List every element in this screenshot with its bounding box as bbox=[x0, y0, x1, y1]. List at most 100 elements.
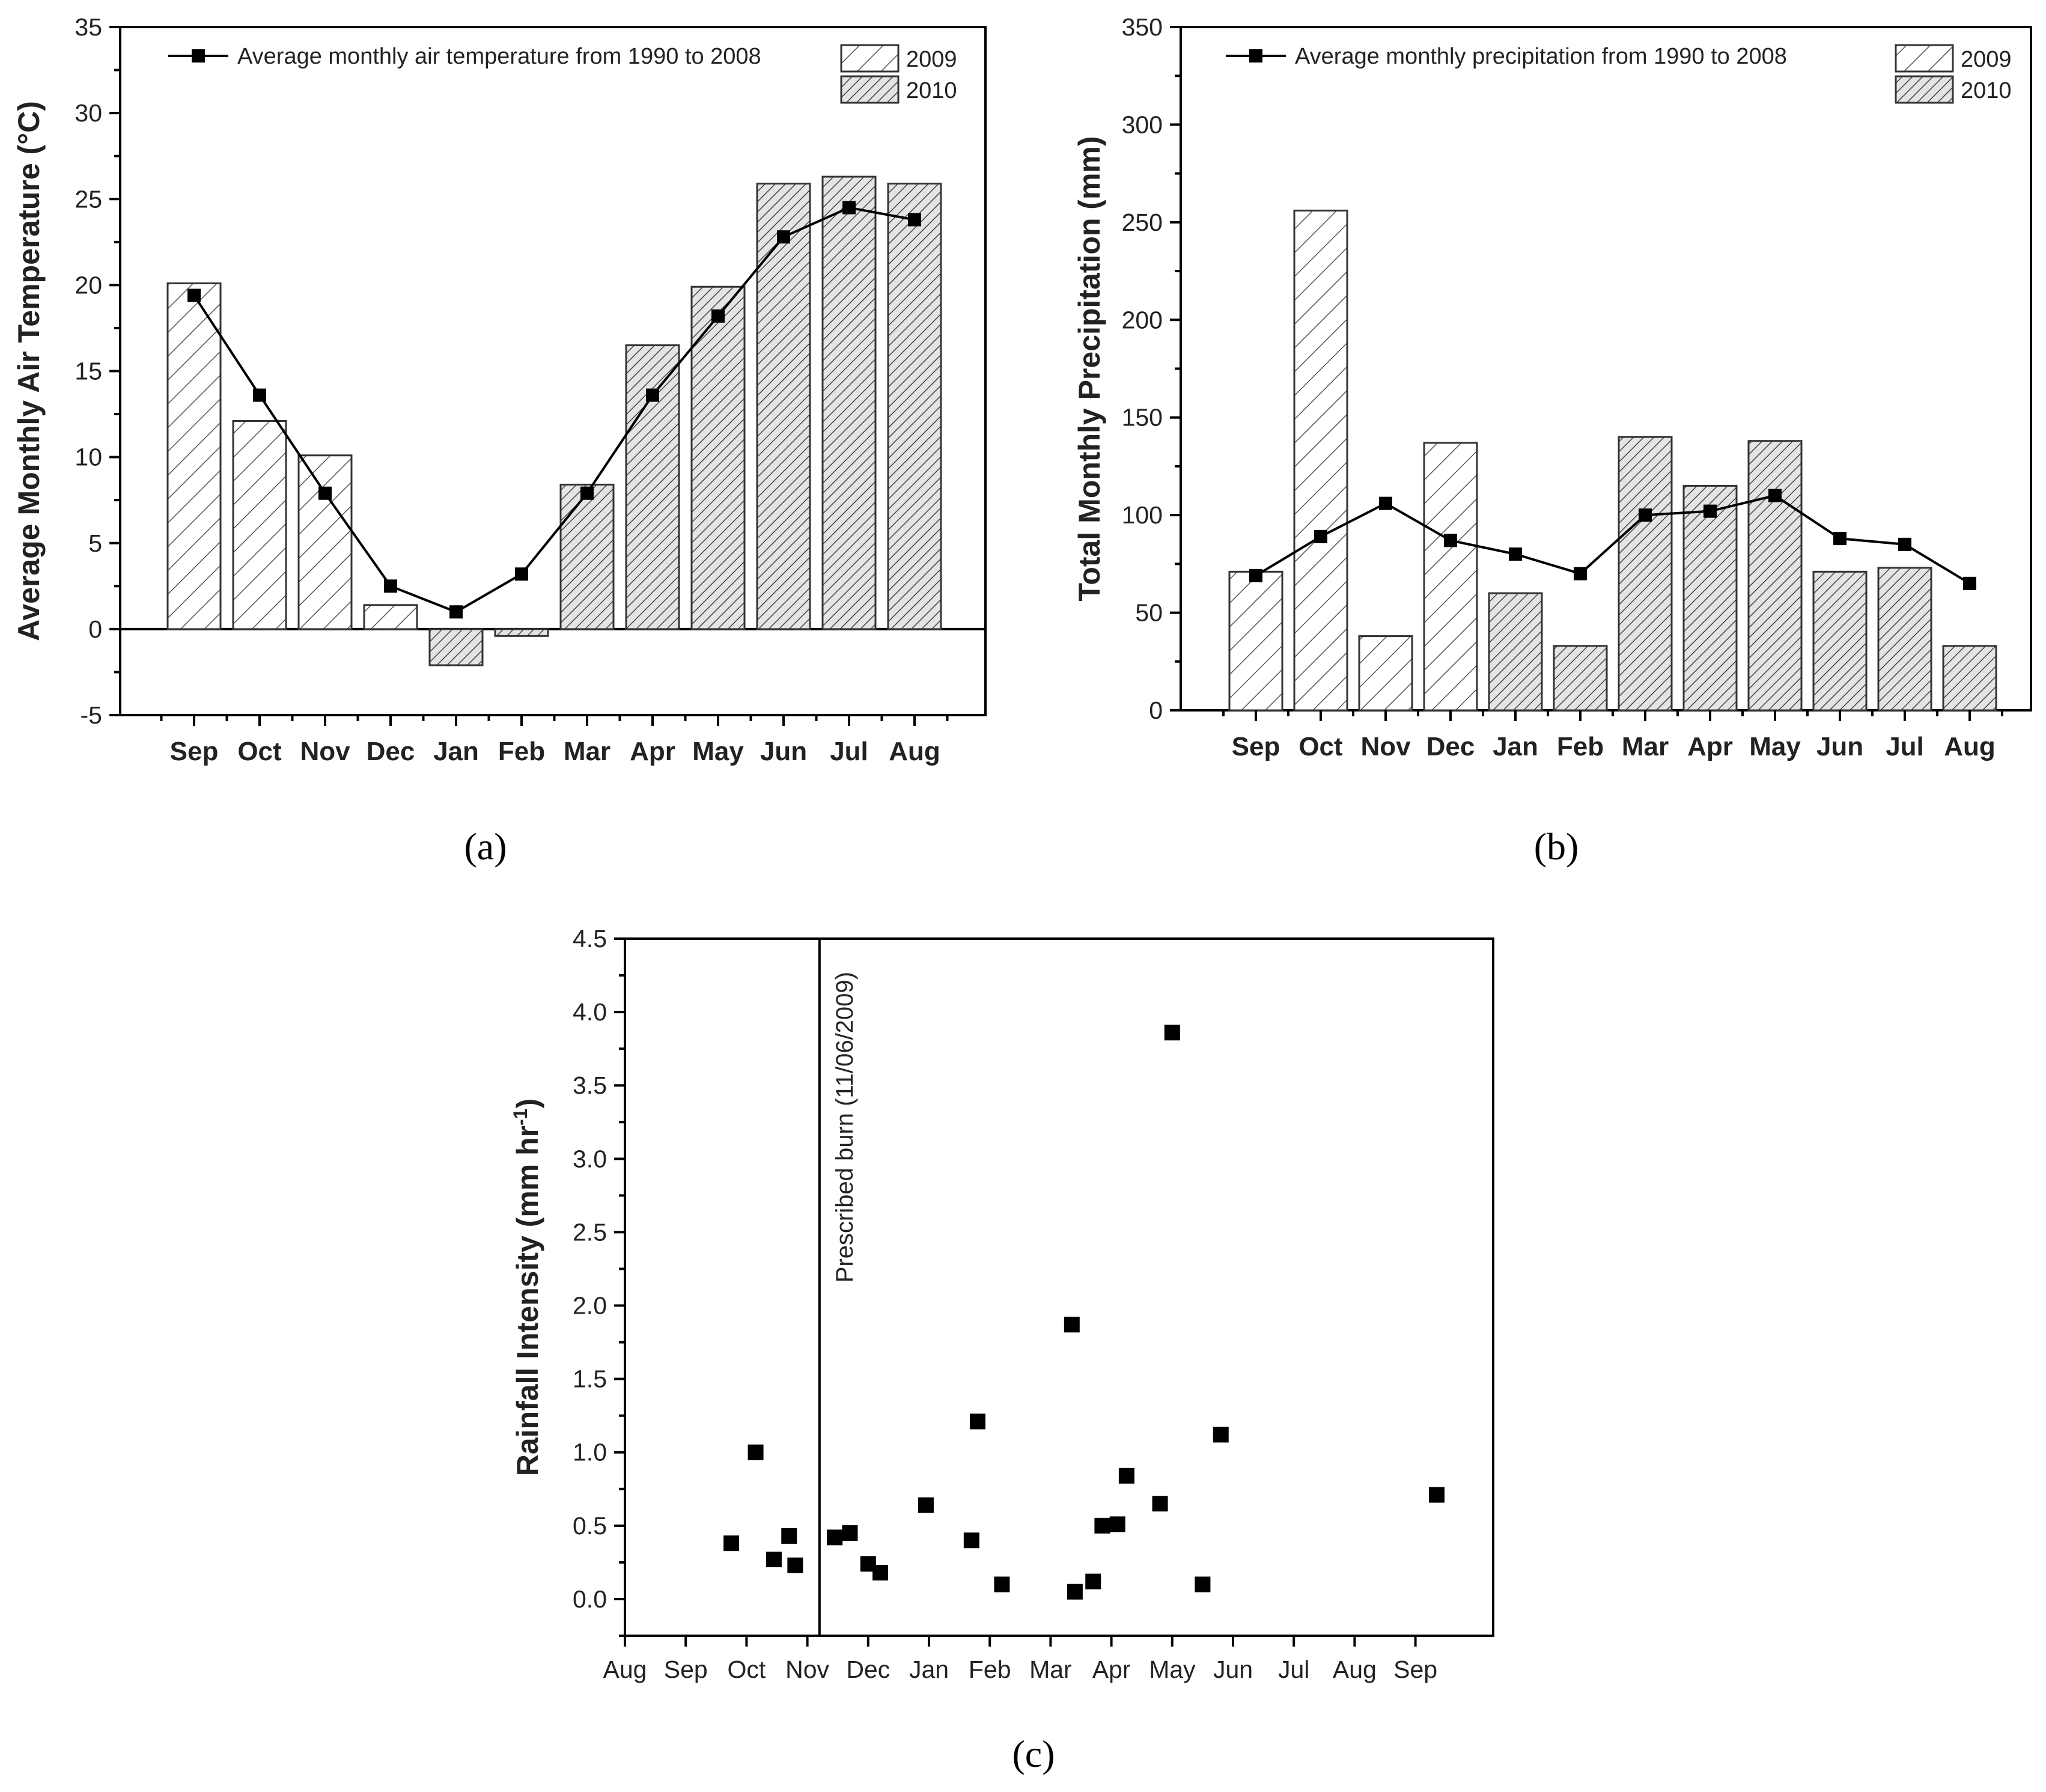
average-marker-oct bbox=[1314, 529, 1327, 543]
average-marker-sep bbox=[187, 288, 201, 302]
rainfall-point-6 bbox=[827, 1529, 843, 1546]
y-tick-label: 10 bbox=[75, 443, 102, 471]
rainfall-point-12 bbox=[969, 1413, 985, 1430]
legend-label-2010: 2010 bbox=[1961, 78, 2012, 103]
bar-oct bbox=[232, 420, 287, 630]
average-marker-mar bbox=[580, 486, 594, 500]
average-marker-mar bbox=[1639, 508, 1652, 522]
y-tick-label: 2.5 bbox=[573, 1218, 607, 1246]
y-tick-label: 2.0 bbox=[573, 1292, 607, 1320]
average-marker-jul bbox=[842, 201, 856, 215]
x-tick-label: Feb bbox=[498, 737, 545, 766]
bar-feb bbox=[494, 628, 549, 637]
x-tick-label: Mar bbox=[1029, 1656, 1072, 1683]
legend-swatch-2010 bbox=[1895, 75, 1954, 104]
average-marker-nov bbox=[1379, 496, 1392, 510]
rainfall-point-23 bbox=[1213, 1427, 1229, 1443]
average-marker-dec bbox=[1444, 534, 1457, 547]
x-tick-label: Mar bbox=[1622, 732, 1669, 761]
x-tick-label: Nov bbox=[785, 1656, 829, 1683]
rainfall-point-10 bbox=[918, 1497, 934, 1513]
legend-line-label: Average monthly precipitation from 1990 … bbox=[1295, 44, 1787, 69]
bar-aug bbox=[1942, 645, 1997, 712]
x-tick-label: May bbox=[1149, 1656, 1196, 1683]
rainfall-point-13 bbox=[994, 1576, 1010, 1592]
bar-jan bbox=[1488, 592, 1543, 712]
x-tick-label: Feb bbox=[969, 1656, 1011, 1683]
average-line bbox=[1255, 494, 1971, 585]
panel-label: (a) bbox=[464, 825, 507, 868]
y-axis-title: Total Monthly Precipitation (mm) bbox=[1073, 136, 1106, 601]
average-marker-aug bbox=[1963, 576, 1976, 590]
bar-apr bbox=[625, 344, 680, 630]
legend-label-2010: 2010 bbox=[906, 78, 957, 103]
bar-may bbox=[1747, 440, 1803, 712]
chart-c-rainfall-intensity: 0.0 0.5 1.0 1.5 2.0 2.5 3.0 3.5 4.0 4.5 Aug Sep Oct N… bbox=[510, 925, 1494, 1775]
average-marker-nov bbox=[318, 486, 332, 500]
rainfall-point-11 bbox=[963, 1532, 979, 1549]
y-tick-label: 0 bbox=[1149, 696, 1163, 724]
rainfall-point-21 bbox=[1164, 1025, 1180, 1041]
average-marker-feb bbox=[515, 567, 528, 581]
legend-swatch-2009 bbox=[840, 44, 900, 73]
y-axis-title: Average Monthly Air Temperature (°C) bbox=[12, 101, 46, 641]
x-tick-label: Oct bbox=[1299, 732, 1343, 761]
average-marker-feb bbox=[1574, 567, 1587, 581]
bar-mar bbox=[559, 483, 615, 630]
y-tick-label: 1.5 bbox=[573, 1365, 607, 1393]
y-tick-label: 20 bbox=[75, 271, 102, 299]
rainfall-point-16 bbox=[1085, 1573, 1101, 1589]
x-tick-label: Apr bbox=[1092, 1656, 1131, 1683]
bar-sep bbox=[1228, 570, 1283, 712]
x-tick-label: Jun bbox=[1816, 732, 1863, 761]
x-tick-label: Aug bbox=[603, 1656, 647, 1683]
average-line bbox=[193, 206, 915, 614]
rainfall-point-17 bbox=[1094, 1517, 1110, 1534]
panel-label: (b) bbox=[1534, 825, 1579, 868]
chart-a-temperature: -5 0 5 10 15 20 25 30 35 Sep Oct Nov Dec Jan Feb Mar Apr… bbox=[12, 13, 987, 868]
x-tick-label: Jul bbox=[1278, 1656, 1309, 1683]
y-tick-label: 0 bbox=[88, 615, 102, 643]
x-tick-label: Jan bbox=[909, 1656, 949, 1683]
x-tick-label: Jul bbox=[1886, 732, 1924, 761]
x-tick-label: Nov bbox=[300, 737, 350, 766]
y-tick-label: 3.5 bbox=[573, 1071, 607, 1099]
panel-label: (c) bbox=[1012, 1733, 1055, 1775]
x-tick-label: Sep bbox=[1232, 732, 1280, 761]
x-tick-label: Jul bbox=[830, 737, 868, 766]
average-marker-dec bbox=[384, 579, 397, 593]
average-marker-jan bbox=[449, 605, 463, 619]
y-tick-label: 1.0 bbox=[573, 1439, 607, 1466]
bar-may bbox=[690, 285, 746, 630]
bar-dec bbox=[363, 604, 418, 630]
x-tick-label: Oct bbox=[237, 737, 282, 766]
average-marker-sep bbox=[1249, 568, 1262, 582]
x-tick-label: Aug bbox=[1333, 1656, 1377, 1683]
x-tick-label: Dec bbox=[1426, 732, 1475, 761]
legend-swatch-2009 bbox=[1895, 44, 1954, 73]
legend-label-2009: 2009 bbox=[1961, 47, 2012, 72]
rainfall-point-18 bbox=[1109, 1516, 1125, 1532]
x-tick-label: Sep bbox=[664, 1656, 708, 1683]
bar-oct bbox=[1293, 209, 1348, 712]
legend-line-marker bbox=[192, 49, 205, 62]
bar-nov bbox=[1358, 635, 1413, 712]
y-tick-label: 300 bbox=[1122, 111, 1163, 138]
y-axis-title-superscript: -1 bbox=[510, 1108, 531, 1125]
y-tick-label: 30 bbox=[75, 99, 102, 127]
x-tick-label: Jun bbox=[760, 737, 807, 766]
x-tick-label: Nov bbox=[1360, 732, 1411, 761]
y-tick-label: 350 bbox=[1122, 13, 1163, 41]
bar-aug bbox=[887, 182, 942, 630]
x-tick-label: Jan bbox=[433, 737, 479, 766]
x-tick-label: Apr bbox=[1687, 732, 1733, 761]
bar-jul bbox=[821, 175, 877, 630]
bar-nov bbox=[297, 454, 353, 630]
y-tick-label: 5 bbox=[88, 529, 102, 557]
legend-line-marker bbox=[1249, 49, 1262, 62]
average-marker-oct bbox=[253, 388, 266, 402]
average-marker-may bbox=[1768, 489, 1782, 502]
x-tick-label: Dec bbox=[367, 737, 415, 766]
x-tick-label: Jan bbox=[1493, 732, 1538, 761]
average-marker-jan bbox=[1509, 547, 1522, 561]
